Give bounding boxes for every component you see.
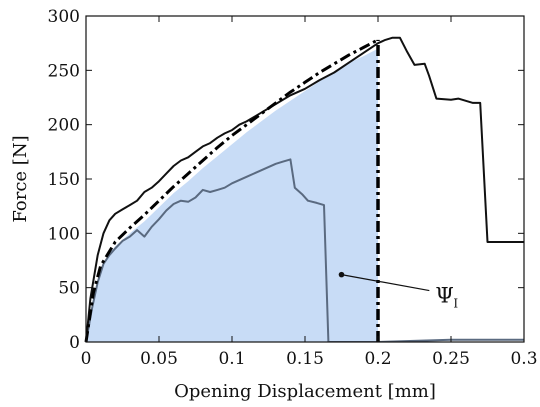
x-tick-label: 0.3	[510, 349, 537, 369]
lower-force-curve	[86, 158, 524, 342]
x-tick-label: 0.05	[140, 349, 178, 369]
annotation-psi-label: Ψ	[435, 284, 453, 308]
y-tick-label: 250	[48, 61, 80, 81]
y-tick-label: 300	[48, 7, 80, 27]
y-tick-label: 200	[48, 116, 80, 136]
annotation-leader-line	[341, 274, 430, 292]
shaded-area-fill	[86, 48, 378, 342]
y-tick-label: 50	[58, 279, 80, 299]
x-tick-label: 0.1	[218, 349, 245, 369]
y-axis-label: Force [N]	[10, 135, 31, 222]
x-tick-label: 0.15	[286, 349, 324, 369]
dash-dot-envelope-curve	[84, 38, 379, 343]
x-tick-label: 0.25	[432, 349, 470, 369]
annotation-psi-subscript: I	[453, 297, 458, 311]
x-tick-label: 0	[81, 349, 92, 369]
y-tick-label: 150	[48, 170, 80, 190]
y-tick-label: 100	[48, 224, 80, 244]
plot-area	[84, 36, 524, 343]
y-tick-label: 0	[69, 333, 80, 353]
annotation-point	[338, 271, 345, 278]
upper-force-curve	[86, 36, 524, 342]
tick-labels: 0 0.05 0.1 0.15 0.2 0.25 0.3 0 50 100 150 200 250 300	[48, 7, 538, 369]
x-tick-label: 0.2	[364, 349, 391, 369]
x-axis-label: Opening Displacement [mm]	[174, 381, 436, 402]
axes	[85, 15, 525, 343]
